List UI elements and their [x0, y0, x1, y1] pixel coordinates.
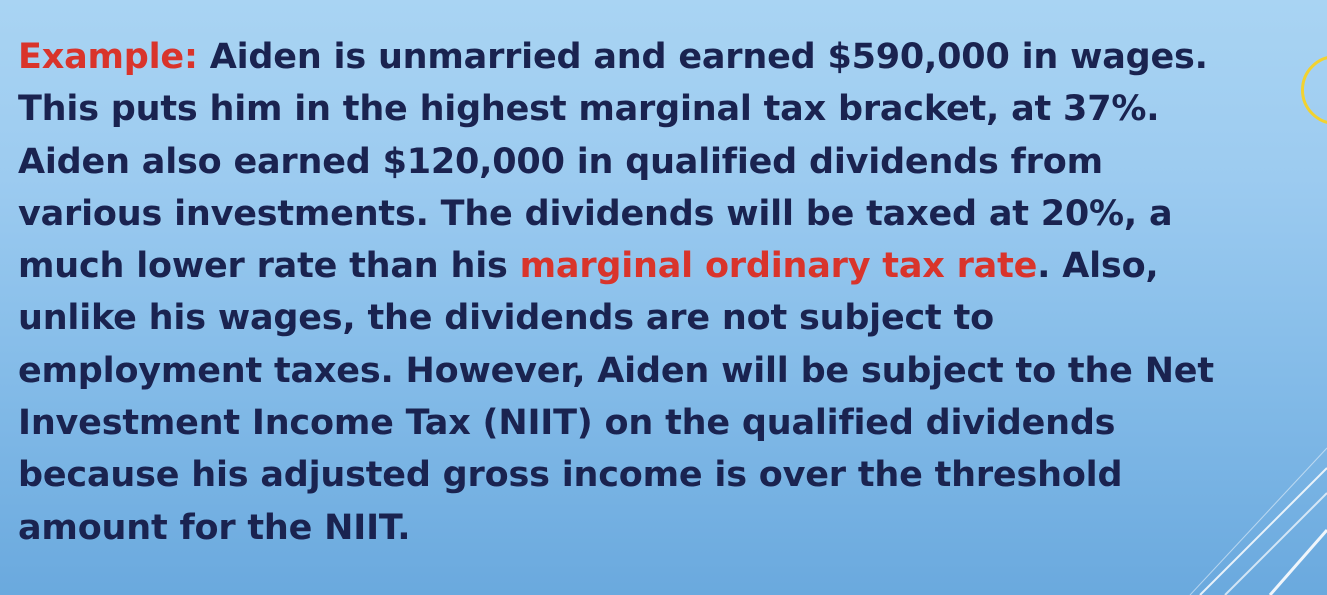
diagonal-line-4 [1268, 529, 1327, 595]
paragraph-line-7: employment taxes. However, Aiden will be… [18, 350, 1214, 391]
example-paragraph: Example: Aiden is unmarried and earned $… [18, 31, 1308, 554]
paragraph-line-9: because his adjusted gross income is ove… [18, 455, 1123, 496]
diagonal-line-3 [1189, 447, 1327, 595]
paragraph-line-2: This puts him in the highest marginal ta… [18, 89, 1160, 130]
highlighted-term: marginal ordinary tax rate [519, 246, 1038, 287]
paragraph-line-8: Investment Income Tax (NIIT) on the qual… [18, 403, 1116, 444]
paragraph-line-1: Example: Aiden is unmarried and earned $… [18, 31, 1308, 83]
paragraph-line-6: unlike his wages, the dividends are not … [18, 298, 994, 339]
example-label: Example: [18, 37, 198, 77]
line-text: much lower rate than his [18, 246, 520, 287]
diagonal-line-1 [1199, 467, 1327, 595]
paragraph-line-5: much lower rate than his marginal ordina… [18, 240, 1308, 292]
line-text: Aiden is unmarried and earned $590,000 i… [197, 37, 1208, 77]
paragraph-line-10: amount for the NIIT. [18, 507, 411, 548]
diagonal-line-2 [1224, 492, 1327, 595]
paragraph-line-3: Aiden also earned $120,000 in qualified … [18, 141, 1103, 182]
paragraph-line-4: various investments. The dividends will … [18, 193, 1173, 234]
line-text: . Also, [1037, 246, 1159, 287]
